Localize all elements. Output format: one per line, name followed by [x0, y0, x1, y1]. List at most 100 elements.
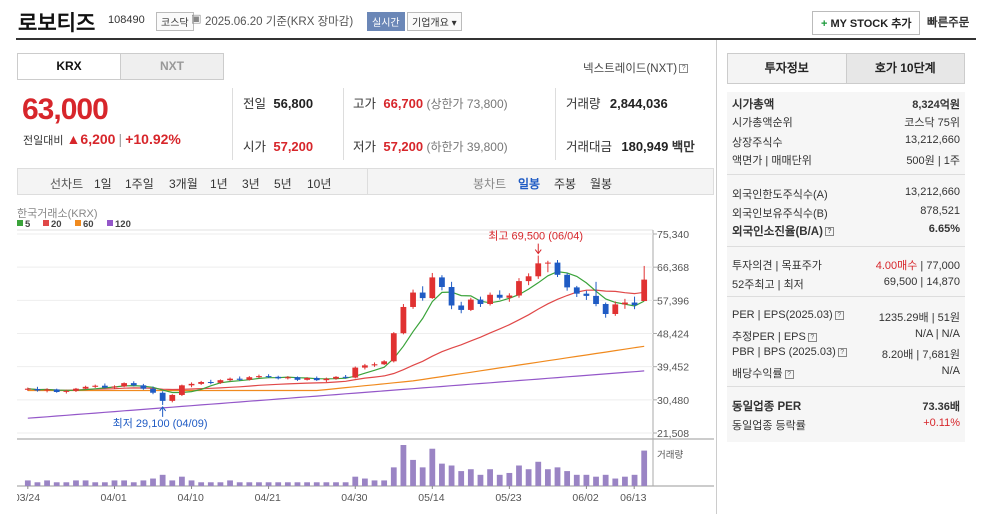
volume-bar: [150, 478, 156, 486]
price-chart[interactable]: 한국거래소(KRX)5 20 60 120 75,340 66,368 57,396 48,4…: [17, 205, 714, 510]
company-overview-button[interactable]: 기업개요 ▾: [407, 12, 462, 31]
period-5y[interactable]: 5년: [274, 177, 292, 191]
y-tick-label: 66,368: [657, 262, 689, 274]
help-icon[interactable]: ?: [807, 332, 817, 342]
volume-bar: [44, 480, 50, 486]
high-label: 고가: [353, 97, 377, 111]
info-value: N/A | N/A: [915, 328, 960, 340]
candle-body: [53, 389, 60, 392]
volume-bar: [622, 476, 628, 486]
tab-orderbook[interactable]: 호가 10단계: [845, 54, 964, 83]
quick-order-link[interactable]: 빠른주문: [927, 17, 970, 29]
candle-body: [159, 392, 166, 401]
help-icon[interactable]: ?: [837, 347, 847, 357]
y-tick-label: 57,396: [657, 295, 689, 307]
volume-bar: [641, 450, 648, 486]
candle-body: [63, 390, 70, 392]
ma-60-line: [27, 345, 645, 392]
period-3m[interactable]: 3개월: [169, 177, 198, 191]
volume-bar: [73, 480, 79, 486]
realtime-tag[interactable]: 실시간: [367, 12, 405, 31]
candle-chart-label: 봉차트: [473, 177, 507, 191]
help-icon[interactable]: ?: [834, 310, 844, 320]
info-value: 8.20배 | 7,681원: [882, 346, 960, 362]
info-value-text: 1235.29배 | 51원: [878, 312, 960, 324]
info-value: 13,212,660: [905, 186, 960, 198]
info-value: 73.36배: [922, 398, 960, 414]
volume-bar: [207, 482, 214, 486]
info-value-text: 8.20배 | 7,681원: [881, 349, 960, 361]
candle-body: [458, 305, 465, 310]
candle-body: [544, 262, 551, 264]
quote-open: 시가 57,200: [243, 136, 313, 155]
info-value-text: 73.36배: [922, 401, 960, 413]
volume-bar: [179, 476, 185, 486]
quote-divider: [555, 88, 556, 160]
candle-body: [467, 299, 474, 310]
candle-body: [506, 295, 513, 298]
period-1w[interactable]: 1주일: [125, 177, 154, 191]
candle-body: [429, 277, 436, 299]
volume-bar: [583, 474, 590, 486]
nxt-link[interactable]: 넥스트레이드(NXT)?: [583, 60, 689, 76]
info-value: N/A: [942, 365, 960, 377]
candle-body: [477, 299, 484, 305]
mystock-add-label: MY STOCK 추가: [830, 18, 912, 30]
tab-nxt[interactable]: NXT: [120, 54, 223, 79]
period-1y[interactable]: 1년: [210, 177, 228, 191]
info-row: PER | EPS(2025.03)? 1235.29배 | 51원: [732, 309, 960, 327]
candle-body: [410, 292, 416, 307]
help-icon[interactable]: ?: [824, 227, 834, 237]
period-monthly[interactable]: 월봉: [590, 177, 613, 191]
tab-krx[interactable]: KRX: [18, 54, 120, 79]
info-value: 8,324억원: [912, 96, 960, 112]
candle-body: [227, 378, 233, 381]
candle-body: [516, 281, 522, 296]
candle-body: [82, 386, 89, 389]
volume-value: 2,844,036: [609, 96, 668, 111]
calendar-icon: ▣: [191, 13, 202, 25]
tab-investment-info[interactable]: 투자정보: [728, 54, 846, 83]
candle-body: [583, 293, 590, 296]
period-weekly[interactable]: 주봉: [554, 177, 577, 191]
info-row: 투자의견 | 목표주가 4.00매수 | 77,000: [732, 257, 960, 275]
volume-bar: [304, 482, 310, 486]
volume-bar: [101, 482, 108, 486]
candle-body: [535, 263, 542, 277]
info-separator: [727, 296, 965, 297]
ma-legend-swatch: [107, 220, 113, 226]
volume-bar: [602, 474, 609, 486]
volume-bar: [535, 461, 542, 486]
volume-bar: [121, 480, 128, 486]
candle-body: [448, 287, 455, 306]
info-tabs: 투자정보 호가 10단계: [727, 53, 965, 84]
mystock-add-button[interactable]: + MY STOCK 추가: [812, 11, 921, 35]
quote-low: 저가 57,200 (하한가 39,800): [353, 136, 508, 155]
help-icon[interactable]: ?: [784, 369, 794, 379]
period-daily[interactable]: 일봉: [518, 177, 541, 191]
volume-bar: [400, 445, 407, 486]
info-label: 시가총액: [732, 99, 775, 111]
volume-bar: [429, 448, 436, 486]
info-row: 외국인보유주식수(B) 878,521: [732, 205, 960, 223]
candle-body: [419, 292, 426, 299]
x-tick-label: 05/14: [418, 492, 444, 504]
info-row: 동일업종 등락률 +0.11%: [732, 417, 960, 435]
upper-limit: (상한가 73,800): [426, 97, 508, 111]
line-chart-label: 선차트: [50, 177, 84, 191]
candle-body: [179, 385, 185, 395]
period-3y[interactable]: 3년: [242, 177, 260, 191]
info-label: 52주최고 | 최저: [732, 279, 804, 291]
volume-bar: [294, 482, 301, 486]
candle-body: [217, 380, 224, 383]
volume-bar: [53, 482, 60, 486]
header-divider: [16, 38, 976, 40]
period-1d[interactable]: 1일: [94, 177, 112, 191]
candle-body: [323, 378, 330, 381]
lower-limit: (하한가 39,800): [426, 140, 508, 154]
volume-bar: [419, 467, 426, 486]
period-10y[interactable]: 10년: [307, 177, 332, 191]
info-label: PER | EPS(2025.03)?: [732, 309, 844, 321]
info-label: 상장주식수: [732, 137, 783, 149]
volume-bar: [342, 482, 349, 486]
